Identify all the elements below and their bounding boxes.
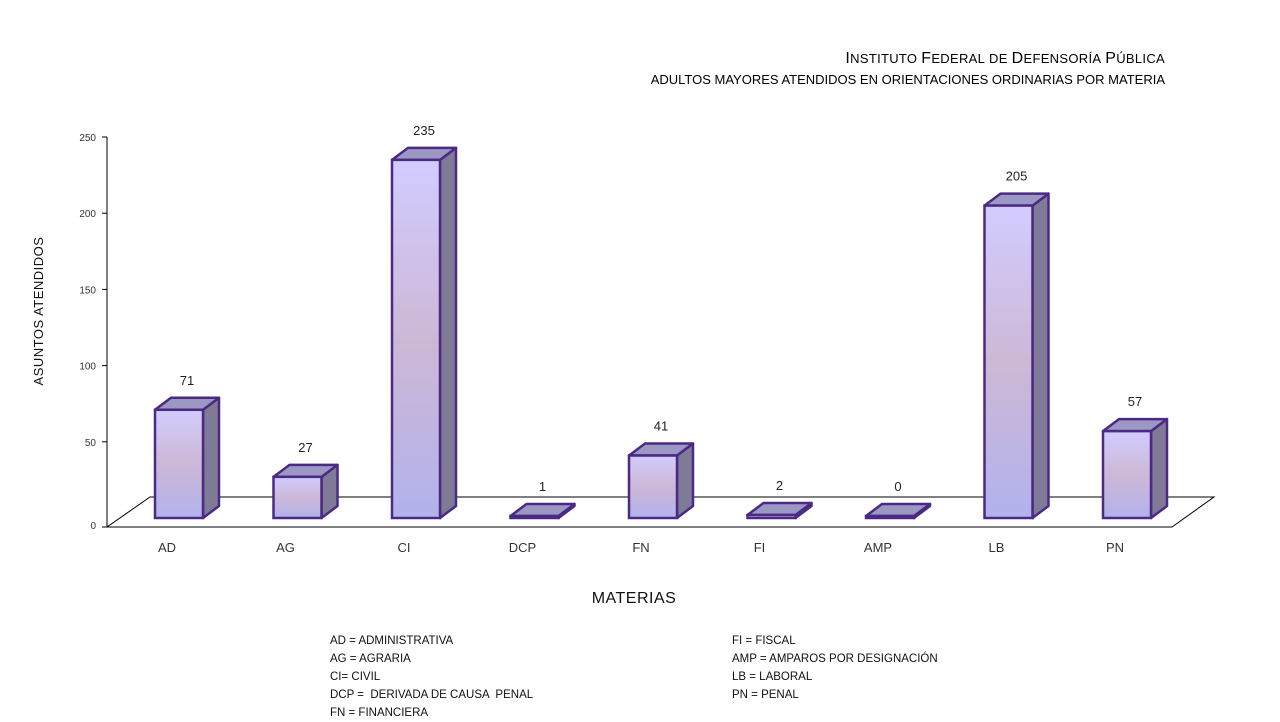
data-label-pn: 57: [1128, 394, 1142, 409]
data-label-amp: 0: [894, 479, 901, 494]
y-tick-label: 200: [79, 209, 96, 220]
x-tick-label-lb: LB: [989, 540, 1005, 555]
abbreviation-legend-left: AD = ADMINISTRATIVA AG = AGRARIA CI= CIVIL…: [330, 632, 533, 722]
legend-left-item: AD = ADMINISTRATIVA: [330, 635, 454, 647]
legend-right-item: FI = FISCAL: [732, 635, 796, 647]
bars: [153, 146, 1169, 520]
bar-front-face: [272, 475, 323, 520]
chart-title-part-2-initial: D: [1012, 50, 1024, 67]
bar-front-face: [746, 513, 797, 520]
bar-dcp: [509, 502, 576, 520]
bar-pn: [1101, 417, 1169, 520]
legend-right-item: PN = PENAL: [732, 689, 799, 701]
x-tick-label-ag: AG: [276, 540, 295, 555]
bar-ci: [390, 146, 458, 520]
data-label-fi: 2: [776, 478, 783, 493]
bar-front-face: [864, 514, 916, 520]
chart-title-part-3-initial: P: [1105, 50, 1116, 67]
x-tick-label-amp: AMP: [864, 540, 892, 555]
bar-fi: [746, 501, 813, 520]
chart-title-part-1-initial: F: [921, 50, 931, 67]
bar-amp: [864, 502, 932, 520]
x-tick-label-ci: CI: [398, 540, 411, 555]
data-label-lb: 205: [1006, 169, 1028, 184]
y-tick-label: 100: [79, 362, 96, 373]
y-axis-ticks: 0 50 100 150 200 250: [79, 133, 107, 532]
bar-fn: [627, 442, 695, 520]
abbreviation-legend-right: FI = FISCAL AMP = AMPAROS POR DESIGNACIÓN…: [732, 632, 938, 704]
bar-front-face: [509, 514, 560, 520]
bar-front-face: [627, 454, 679, 520]
y-tick-label: 50: [85, 438, 97, 449]
x-axis-ticks: AD AG CI DCP FN FI AMP LB PN: [158, 540, 1124, 555]
data-labels: 71 27 235 1 41 2 0 205 57: [180, 123, 1142, 494]
chart-title-part-2-rest: EFENSORÍA: [1024, 51, 1106, 66]
chart-title-part-0-initial: I: [845, 50, 850, 67]
bar-front-face: [1101, 429, 1153, 520]
y-axis-title: ASUNTOS ATENDIDOS: [31, 237, 46, 386]
axes: [105, 137, 1216, 528]
bar-lb: [983, 192, 1050, 520]
chart-title-part-3-rest: ÚBLICA: [1116, 51, 1165, 66]
data-label-fn: 41: [654, 419, 668, 434]
data-label-ag: 27: [298, 440, 312, 455]
y-tick-label: 250: [79, 133, 96, 144]
x-tick-label-pn: PN: [1106, 540, 1124, 555]
bar-side-face: [1149, 417, 1169, 520]
data-label-dcp: 1: [539, 479, 546, 494]
bar-front-face: [153, 408, 205, 520]
legend-right-item: LB = LABORAL: [732, 671, 813, 683]
x-tick-label-fn: FN: [632, 540, 649, 555]
legend-left-item: CI= CIVIL: [330, 671, 381, 683]
legend-right-item: AMP = AMPAROS POR DESIGNACIÓN: [732, 653, 938, 665]
bar-side-face: [1031, 192, 1050, 520]
x-axis-title: MATERIAS: [592, 590, 677, 607]
x-tick-label-fi: FI: [754, 540, 766, 555]
bar-front-face: [983, 204, 1034, 520]
data-label-ad: 71: [180, 373, 194, 388]
bar-ad: [153, 396, 221, 520]
legend-left-item: FN = FINANCIERA: [330, 707, 429, 719]
y-tick-label: 150: [79, 285, 96, 296]
bar-side-face: [438, 146, 458, 520]
x-tick-label-dcp: DCP: [509, 540, 536, 555]
chart-subtitle: ADULTOS MAYORES ATENDIDOS EN ORIENTACION…: [651, 72, 1166, 87]
y-tick-label: 0: [90, 521, 96, 532]
data-label-ci: 235: [413, 123, 435, 138]
legend-left-item: AG = AGRARIA: [330, 653, 411, 665]
chart-title-part-0-rest: NSTITUTO: [850, 51, 921, 66]
x-tick-label-ad: AD: [158, 540, 176, 555]
bar-front-face: [390, 158, 442, 520]
bar-ag: [272, 463, 339, 520]
chart-title: INSTITUTO FEDERAL DE DEFENSORÍA PÚBLICA: [845, 50, 1165, 67]
chart-title-part-1-rest: EDERAL DE: [931, 51, 1011, 66]
legend-left-item: DCP = DERIVADA DE CAUSA PENAL: [330, 689, 534, 701]
bar-side-face: [201, 396, 221, 520]
